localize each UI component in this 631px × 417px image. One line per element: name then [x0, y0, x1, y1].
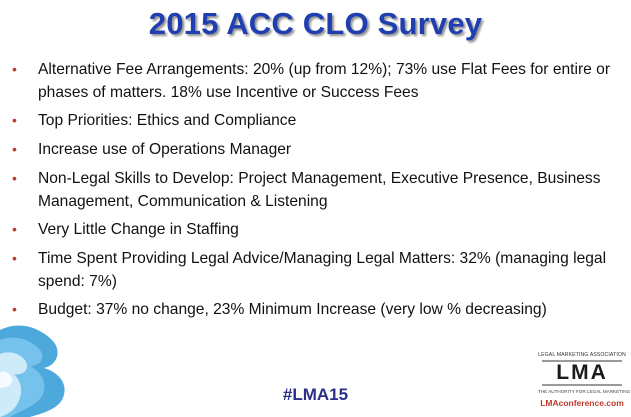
logo-url: LMAconference.com	[540, 398, 624, 408]
event-hashtag: #LMA15	[282, 385, 349, 404]
bullet-marker-icon: •	[12, 170, 17, 186]
bullet-text: Increase use of Operations Manager	[38, 141, 292, 158]
bullet-text: Non-Legal Skills to Develop: Project Man…	[38, 170, 601, 210]
bullet-marker-icon: •	[12, 250, 17, 266]
bullet-item: • Top Priorities: Ethics and Compliance	[12, 109, 624, 132]
logo-top-text: LEGAL MARKETING ASSOCIATION	[538, 352, 626, 358]
bullet-text: Budget: 37% no change, 23% Minimum Incre…	[38, 301, 547, 318]
wave-decoration-icon	[0, 325, 65, 417]
bullet-text: Time Spent Providing Legal Advice/Managi…	[38, 250, 607, 290]
bullet-item: • Budget: 37% no change, 23% Minimum Inc…	[12, 298, 624, 321]
bullet-item: • Increase use of Operations Manager	[12, 138, 624, 161]
logo-letters: LMA	[556, 361, 608, 384]
bullet-text: Alternative Fee Arrangements: 20% (up fr…	[38, 61, 611, 101]
bullet-marker-icon: •	[12, 221, 17, 237]
bullet-item: • Alternative Fee Arrangements: 20% (up …	[12, 58, 624, 104]
logo-mark: LMA	[542, 360, 622, 386]
bullet-marker-icon: •	[12, 301, 17, 317]
slide-title: 2015 ACC CLO Survey	[148, 6, 483, 41]
bullet-marker-icon: •	[12, 61, 17, 77]
lma-logo: LEGAL MARKETING ASSOCIATION LMA THE AUTH…	[538, 352, 631, 414]
bullet-item: • Time Spent Providing Legal Advice/Mana…	[12, 247, 624, 293]
bullet-text: Top Priorities: Ethics and Compliance	[38, 112, 297, 129]
bullet-list: • Alternative Fee Arrangements: 20% (up …	[12, 58, 624, 327]
bullet-item: • Non-Legal Skills to Develop: Project M…	[12, 167, 624, 213]
bullet-marker-icon: •	[12, 141, 17, 157]
bullet-item: • Very Little Change in Staffing	[12, 218, 624, 241]
bullet-marker-icon: •	[12, 112, 17, 128]
bullet-text: Very Little Change in Staffing	[38, 221, 239, 238]
logo-tagline: THE AUTHORITY FOR LEGAL MARKETING	[538, 389, 631, 394]
